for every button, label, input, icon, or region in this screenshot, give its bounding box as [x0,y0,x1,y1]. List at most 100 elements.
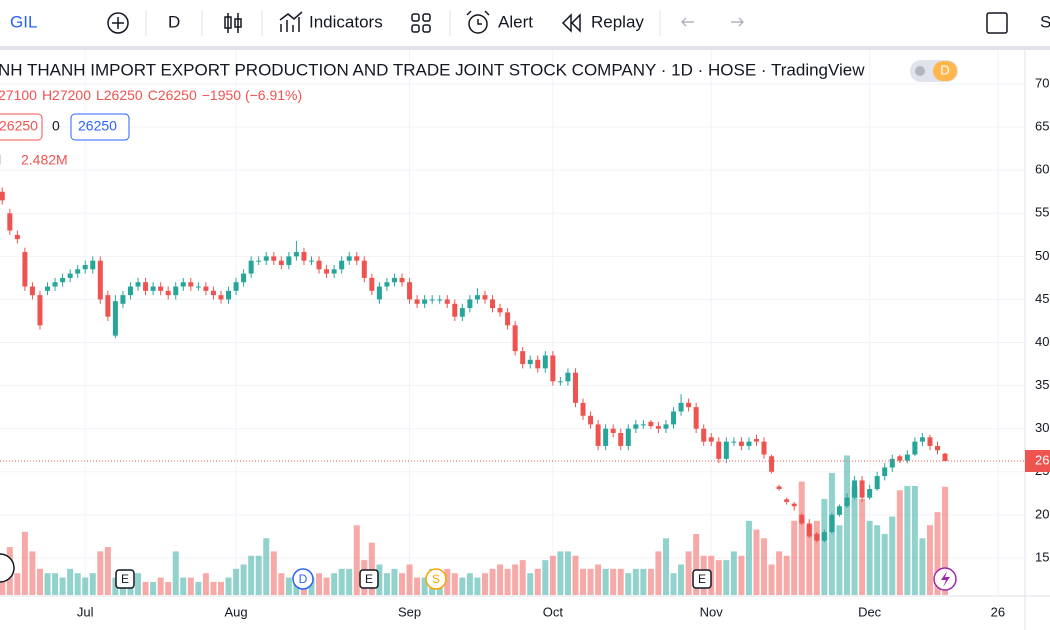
candle-body [278,260,284,265]
volume-bar [678,564,685,595]
candle-body [474,295,480,300]
layout-icon[interactable] [411,13,431,33]
candle-body [701,428,707,442]
volume-bar [934,512,941,595]
volume-bar [187,577,194,595]
event-label: E [698,572,706,586]
volume-bar [180,577,187,595]
candle-body [369,277,375,291]
candle-body [753,439,759,442]
volume-bar [647,568,654,595]
volume-bar [881,533,888,595]
candle-body [874,476,880,490]
volume-bar [285,577,292,595]
add-icon[interactable] [107,12,129,34]
candle-body [806,523,812,537]
volume-bar [217,581,224,595]
candle-body [482,295,488,300]
symbol[interactable]: GIL [10,12,37,31]
candle-body [391,277,397,283]
candle-body [407,282,413,300]
add-icon-plus [112,17,124,29]
candle-body [90,260,96,270]
candle-body [376,286,382,300]
alert-icon[interactable] [468,14,488,34]
volume-bar [233,568,240,595]
volume-bar [481,573,488,595]
ask-box [70,113,130,141]
candle-body [0,191,5,201]
y-tick-label: 55 [1035,205,1049,220]
badge [933,61,957,81]
candle-body [14,234,20,240]
volume-bar [610,568,617,595]
volume-bar [813,520,820,595]
candle-body [784,499,790,502]
candle-body [769,456,775,472]
volume-bar [195,581,202,595]
candle-body [22,252,28,287]
candle-body [7,213,13,231]
candle-body [248,260,254,274]
volume-bar [172,551,179,595]
candle-body [195,286,201,288]
volume-bar [783,555,790,595]
volume-bar [821,499,828,595]
volume-bar [383,573,390,595]
indicators-icon[interactable] [279,11,303,32]
volume-bar [165,581,172,595]
volume-bar [451,573,458,595]
volume-bar [564,551,571,595]
volume-bar [602,568,609,595]
candle-body [97,260,103,300]
plot-area [0,50,1025,595]
interval[interactable]: D [168,12,180,31]
candle-body [384,282,390,287]
x-tick-label: Dec [858,604,882,619]
candle-body [37,295,43,326]
fullscreen-icon[interactable] [986,12,1008,34]
volume-bar [270,551,277,595]
candle-body [180,282,186,287]
candle-body [844,497,850,507]
y-tick-label: 60 [1035,162,1049,177]
volume-bar [331,573,338,595]
candle-body [640,424,646,426]
alert-button[interactable]: Alert [498,12,533,31]
candle-body [912,441,918,455]
event-marker [425,568,447,590]
volume-bar [21,531,28,595]
candle-body [935,445,941,451]
candle-body [716,441,722,459]
undo-icon[interactable] [680,17,694,27]
legend: NH THANH IMPORT EXPORT PRODUCTION AND TR… [0,60,958,168]
redo-icon[interactable] [731,17,745,27]
candle-body [135,282,141,287]
volume-value: 2.482M [21,152,68,168]
volume-bar [459,577,466,595]
replay-button[interactable]: Replay [591,12,644,31]
price-tag-label: 26 [1035,452,1049,467]
volume-bar [74,573,81,595]
volume-bar [685,551,692,595]
candle-body [852,480,858,498]
volume-bar [89,573,96,595]
volume-bar [255,555,262,595]
volume-bar [580,568,587,595]
toolbar-cut-label[interactable]: S [1040,12,1050,31]
indicators-button[interactable]: Indicators [309,12,383,31]
candle-body [301,252,307,261]
candle-body [595,424,601,446]
event-marker [359,569,379,589]
volume-bar [104,547,111,595]
candle-body [158,286,164,291]
candle-body [565,372,571,382]
volume-bar [293,581,300,595]
ohlc-part: −1950 (−6.91%) [202,87,302,103]
x-tick-label: Nov [700,604,724,619]
volume-bar [406,564,413,595]
volume-bar [587,568,594,595]
replay-icon[interactable] [561,13,581,33]
